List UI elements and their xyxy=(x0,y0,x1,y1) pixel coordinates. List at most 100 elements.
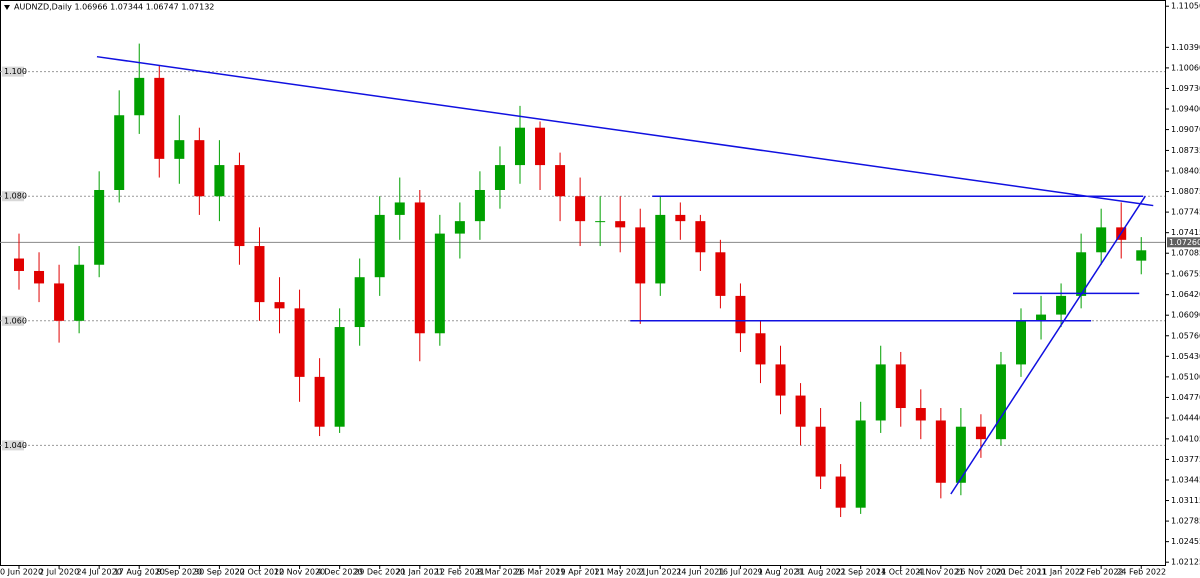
candle-body xyxy=(274,302,285,309)
menu-icon[interactable] xyxy=(4,5,10,10)
candle-body xyxy=(1096,227,1107,253)
level-label-bg xyxy=(2,191,24,202)
candle-body xyxy=(655,214,666,284)
x-tick-label: 2 Jul 2020 xyxy=(39,568,79,577)
candle-body xyxy=(1036,314,1047,321)
plot-frame xyxy=(0,0,1166,566)
x-tick-label: 26 Nov 2021 xyxy=(955,568,1006,577)
candle-body xyxy=(715,252,726,296)
y-tick-label: 1.09070 xyxy=(1171,125,1200,134)
candle-body xyxy=(615,221,626,228)
candle-body xyxy=(354,277,365,328)
candle-body xyxy=(575,196,586,222)
candle-body xyxy=(1056,295,1067,315)
candle-body xyxy=(254,246,265,303)
level-label-bg xyxy=(2,440,24,451)
y-tick-label: 1.04105 xyxy=(1171,434,1200,443)
level-label: 1.060 xyxy=(4,316,27,325)
y-tick-label: 1.08075 xyxy=(1171,187,1200,196)
y-tick-label: 1.04770 xyxy=(1171,393,1200,402)
x-tick-label: 2 Feb 2022 xyxy=(1079,568,1124,577)
x-tick-label: 20 Dec 2021 xyxy=(995,568,1046,577)
y-tick-label: 1.03445 xyxy=(1171,475,1200,484)
candle-body xyxy=(214,165,225,197)
x-tick-label: 12 Feb 2021 xyxy=(435,568,485,577)
candle-body xyxy=(234,165,245,247)
y-tick-label: 1.07745 xyxy=(1171,208,1200,217)
y-tick-label: 1.10060 xyxy=(1171,63,1200,72)
candle-body xyxy=(34,270,45,284)
y-tick-label: 1.03115 xyxy=(1171,496,1200,505)
candle-body xyxy=(515,127,525,166)
candle-body xyxy=(995,364,1006,440)
y-tick-label: 1.05760 xyxy=(1171,331,1200,340)
x-tick-label: 8 Sep 2020 xyxy=(157,568,203,577)
x-tick-label: 24 Jun 2021 xyxy=(676,568,724,577)
x-tick-label: 10 Jun 2020 xyxy=(0,568,43,577)
candle-body xyxy=(755,333,766,365)
x-tick-label: 24 Jul 2020 xyxy=(77,568,122,577)
y-tick-label: 1.11050 xyxy=(1171,2,1200,11)
candle-body xyxy=(434,233,445,334)
x-tick-label: 14 Oct 2021 xyxy=(876,568,925,577)
y-tick-label: 1.08735 xyxy=(1171,146,1200,155)
candle-body xyxy=(835,476,846,508)
candle-body xyxy=(1136,250,1147,261)
x-tick-label: 16 Jul 2021 xyxy=(718,568,763,577)
candle-body xyxy=(815,426,826,477)
y-tick-label: 1.06090 xyxy=(1171,311,1200,320)
x-tick-label: 29 Dec 2020 xyxy=(354,568,405,577)
y-tick-label: 1.06755 xyxy=(1171,269,1200,278)
candle-body xyxy=(975,426,986,440)
x-tick-label: 24 Feb 2022 xyxy=(1116,568,1166,577)
current-price-label: 1.07260 xyxy=(1169,238,1200,247)
candle-body xyxy=(454,221,465,234)
level-label: 1.080 xyxy=(4,192,27,201)
candle-body xyxy=(314,376,325,427)
x-tick-label: 8 Mar 2021 xyxy=(477,568,523,577)
y-tick-label: 1.03775 xyxy=(1171,455,1200,464)
x-tick-label: 17 Aug 2020 xyxy=(114,568,165,577)
candle-body xyxy=(895,364,906,409)
candle-body xyxy=(374,214,385,278)
candle-body xyxy=(735,295,746,334)
candle-body xyxy=(114,115,125,190)
candle-body xyxy=(94,189,105,265)
y-tick-label: 1.09730 xyxy=(1171,84,1200,93)
x-tick-label: 22 Oct 2020 xyxy=(235,568,284,577)
level-label: 1.040 xyxy=(4,441,27,450)
chart-title: AUDNZD,Daily 1.06966 1.07344 1.06747 1.0… xyxy=(14,3,214,12)
y-tick-label: 1.02455 xyxy=(1171,537,1200,546)
x-tick-label: 9 Aug 2021 xyxy=(757,568,803,577)
x-tick-label: 11 May 2021 xyxy=(594,568,646,577)
y-tick-label: 1.05430 xyxy=(1171,352,1200,361)
candle-body xyxy=(1016,320,1026,365)
x-tick-label: 4 Dec 2020 xyxy=(317,568,363,577)
y-tick-label: 1.08405 xyxy=(1171,166,1200,175)
y-tick-label: 1.07415 xyxy=(1171,228,1200,237)
y-tick-label: 1.05100 xyxy=(1171,372,1200,381)
x-tick-label: 30 Sep 2020 xyxy=(194,568,245,577)
level-label-bg xyxy=(2,66,24,77)
x-tick-label: 12 Nov 2020 xyxy=(274,568,325,577)
x-tick-label: 4 Nov 2021 xyxy=(918,568,964,577)
x-tick-label: 2 Jun 2021 xyxy=(639,568,682,577)
candle-body xyxy=(194,140,205,197)
candle-body xyxy=(14,258,24,271)
candle-body xyxy=(334,327,345,427)
candle-body xyxy=(635,227,646,284)
y-tick-label: 1.07085 xyxy=(1171,249,1200,258)
candle-body xyxy=(134,77,145,116)
x-tick-label: 26 Mar 2021 xyxy=(515,568,566,577)
level-label: 1.100 xyxy=(4,67,27,76)
candle-body xyxy=(855,420,866,508)
candle-body xyxy=(955,426,966,483)
candle-body xyxy=(535,127,546,166)
candle-body xyxy=(555,165,566,197)
y-tick-label: 1.06420 xyxy=(1171,290,1200,299)
y-tick-label: 1.02785 xyxy=(1171,517,1200,526)
candle-body xyxy=(174,140,185,159)
trendline xyxy=(950,195,1146,495)
candle-body xyxy=(1076,252,1087,296)
